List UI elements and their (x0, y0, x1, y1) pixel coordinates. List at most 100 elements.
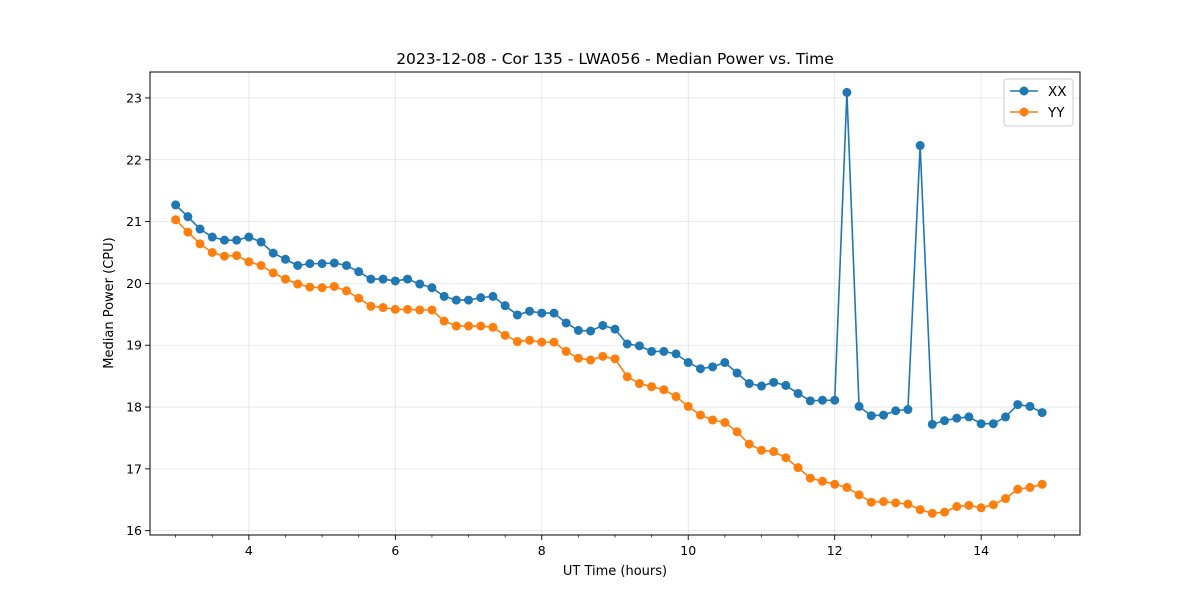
data-point-xx (891, 406, 901, 416)
data-point-yy (488, 322, 498, 332)
data-point-xx (610, 324, 620, 334)
data-point-yy (610, 354, 620, 364)
data-point-yy (293, 279, 303, 289)
legend-entry-yy: YY (1010, 105, 1065, 121)
data-point-xx (598, 320, 608, 330)
y-tick-label: 20 (126, 276, 142, 291)
x-tick-label: 10 (680, 543, 696, 558)
y-tick-label: 17 (126, 461, 142, 476)
data-point-yy (817, 476, 827, 486)
data-point-yy (171, 215, 181, 225)
data-point-yy (830, 479, 840, 489)
data-point-xx (793, 388, 803, 398)
y-tick-label: 19 (126, 338, 142, 353)
data-point-xx (244, 232, 254, 242)
data-point-xx (464, 295, 474, 305)
data-point-yy (732, 427, 742, 437)
data-point-yy (793, 463, 803, 473)
data-point-yy (354, 293, 364, 303)
data-point-yy (573, 353, 583, 363)
x-tick-label: 8 (538, 543, 546, 558)
data-point-xx (390, 276, 400, 286)
data-point-xx (903, 405, 913, 415)
data-point-yy (720, 418, 730, 427)
y-tick-label: 18 (126, 400, 142, 415)
data-point-yy (647, 382, 657, 392)
x-tick-label: 12 (827, 543, 843, 558)
data-point-xx (476, 293, 486, 303)
data-point-xx (415, 279, 425, 289)
data-point-yy (525, 335, 535, 345)
data-point-yy (256, 260, 266, 270)
data-point-xx (769, 377, 779, 387)
data-point-yy (512, 337, 522, 347)
legend-marker (1019, 86, 1029, 96)
data-point-yy (708, 415, 718, 425)
data-point-xx (525, 306, 535, 316)
data-point-xx (683, 358, 693, 368)
x-tick-label: 14 (973, 543, 989, 558)
data-point-xx (403, 274, 413, 284)
data-point-yy (232, 251, 242, 261)
data-point-yy (268, 268, 278, 278)
data-point-xx (207, 232, 217, 242)
data-point-yy (744, 439, 754, 449)
data-point-xx (744, 379, 754, 389)
data-point-yy (903, 499, 913, 509)
legend-entry-xx: XX (1010, 84, 1067, 100)
data-point-xx (659, 346, 669, 356)
data-point-xx (879, 410, 889, 420)
data-point-yy (659, 385, 669, 395)
data-point-yy (219, 251, 229, 261)
data-point-yy (1025, 482, 1035, 492)
data-point-xx (500, 301, 510, 311)
data-point-xx (586, 326, 596, 336)
data-point-xx (427, 283, 437, 293)
data-point-xx (280, 254, 290, 264)
data-point-yy (683, 401, 693, 411)
data-point-yy (879, 497, 889, 507)
x-tick-label: 4 (245, 543, 253, 558)
data-point-yy (964, 500, 974, 510)
y-axis-label: Median Power (CPU) (102, 237, 117, 368)
data-point-yy (537, 337, 547, 347)
data-point-yy (622, 372, 632, 382)
data-point-xx (940, 416, 950, 426)
data-point-xx (195, 224, 205, 234)
data-point-xx (183, 212, 193, 222)
data-point-yy (952, 502, 962, 512)
data-point-yy (671, 392, 681, 402)
data-point-xx (512, 310, 522, 320)
data-point-yy (988, 500, 998, 510)
data-point-yy (695, 410, 705, 420)
legend: XX YY (1003, 78, 1074, 127)
legend-label: YY (1047, 105, 1065, 121)
data-point-yy (500, 330, 510, 340)
data-point-yy (842, 482, 852, 492)
data-point-xx (964, 412, 974, 422)
data-point-yy (329, 282, 339, 291)
data-point-yy (769, 447, 779, 457)
y-tick-label: 22 (126, 152, 142, 167)
data-point-xx (708, 362, 718, 372)
data-point-yy (244, 257, 254, 267)
data-point-xx (293, 260, 303, 270)
data-point-xx (268, 248, 278, 258)
data-point-yy (891, 498, 901, 508)
data-point-yy (427, 305, 437, 315)
data-point-xx (317, 259, 327, 269)
data-point-yy (366, 301, 376, 311)
data-point-xx (439, 291, 449, 301)
data-point-xx (537, 308, 547, 318)
data-point-xx (549, 308, 559, 318)
data-point-xx (952, 413, 962, 423)
data-point-yy (317, 283, 327, 293)
data-point-yy (476, 321, 486, 331)
x-axis-label: UT Time (hours) (563, 564, 667, 579)
data-point-xx (988, 419, 998, 429)
data-point-yy (439, 316, 449, 326)
data-point-yy (403, 304, 413, 314)
data-point-xx (842, 87, 852, 97)
data-point-xx (634, 341, 644, 351)
